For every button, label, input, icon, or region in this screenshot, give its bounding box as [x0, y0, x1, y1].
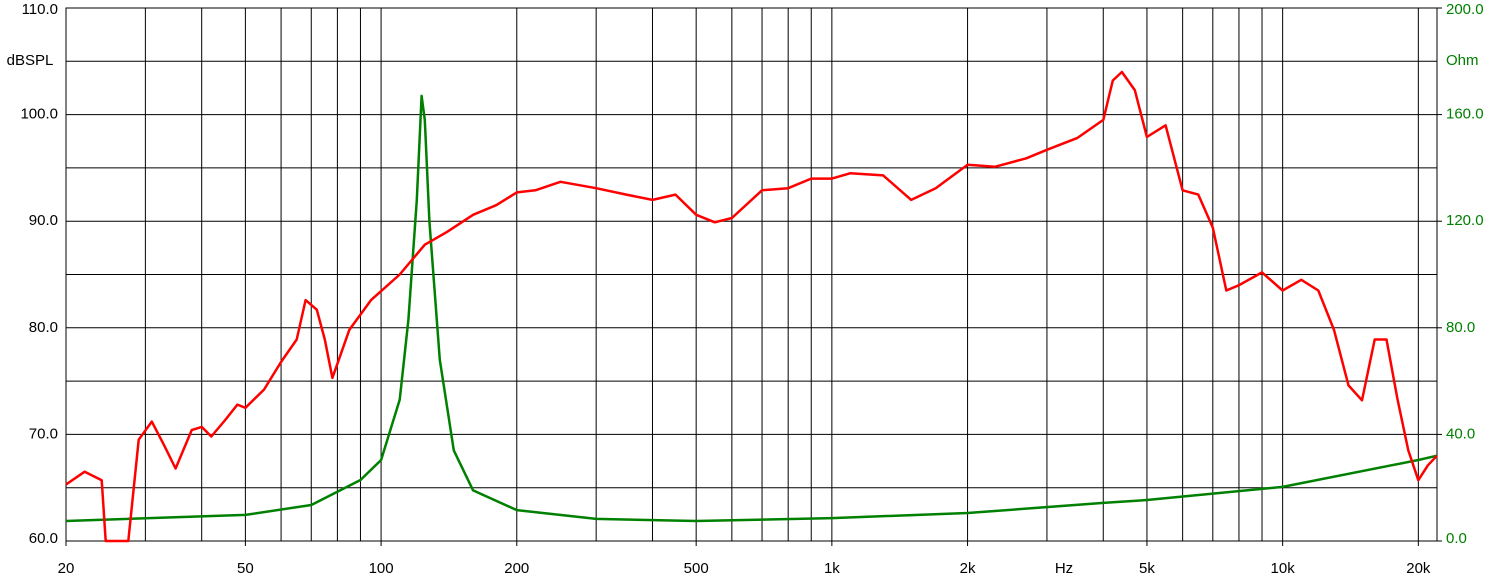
- y-tick-label: 100.0: [20, 106, 58, 123]
- x-tick-label: 2k: [960, 560, 976, 577]
- series-line: [65, 94, 1438, 523]
- y-tick-label: 110.0: [22, 1, 58, 18]
- y-axis-label: dBSPL: [7, 52, 54, 69]
- x-tick-label: 5k: [1139, 560, 1155, 577]
- x-axis-label: Hz: [1055, 560, 1073, 577]
- x-tick-label: 200: [504, 560, 529, 577]
- y-tick-label: 80.0: [29, 319, 58, 336]
- y-tick-label: 60.0: [29, 530, 58, 547]
- y2-tick-label: 200.0: [1446, 1, 1484, 18]
- y2-tick-label: 80.0: [1446, 319, 1475, 336]
- x-tick-label: 20: [58, 560, 75, 577]
- plot-frame: [65, 7, 1438, 542]
- series-line: [65, 70, 1438, 543]
- y2-axis-label: Ohm: [1446, 52, 1479, 69]
- x-tick-label: 100: [369, 560, 394, 577]
- x-tick-label: 500: [684, 560, 709, 577]
- y2-tick-label: 160.0: [1446, 106, 1484, 123]
- y-tick-label: 70.0: [29, 425, 58, 442]
- x-tick-label: 20k: [1406, 560, 1431, 577]
- y2-tick-label: 120.0: [1446, 212, 1484, 229]
- x-tick-label: 1k: [824, 560, 840, 577]
- y-tick-label: 90.0: [29, 212, 58, 229]
- x-tick-label: 10k: [1271, 560, 1296, 577]
- y2-tick-label: 0.0: [1446, 530, 1467, 547]
- y2-tick-label: 40.0: [1446, 425, 1475, 442]
- x-tick-label: 50: [237, 560, 254, 577]
